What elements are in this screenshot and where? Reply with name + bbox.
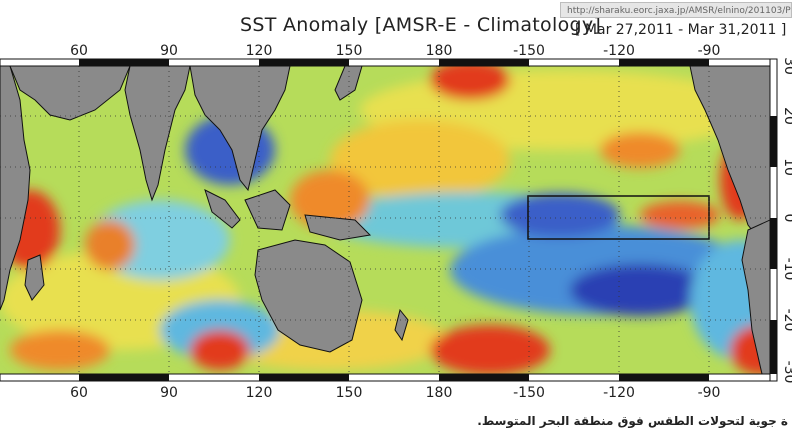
lon-label-bottom: 150: [336, 385, 363, 401]
landmasses: [0, 66, 770, 374]
lon-label-bottom: -120: [603, 385, 635, 401]
land-arabia: [9, 66, 131, 121]
map-frame: [0, 58, 778, 382]
lon-label-bottom: 120: [246, 385, 273, 401]
land-new-guinea: [304, 214, 372, 241]
lon-label-bottom: 90: [160, 385, 178, 401]
land-japan: [334, 66, 363, 101]
lon-label-top: 180: [426, 43, 453, 59]
land-sumatra: [204, 189, 241, 229]
lon-label-bottom: -150: [513, 385, 545, 401]
lon-label-top: -120: [603, 43, 635, 59]
graticule: [0, 66, 770, 374]
latitude-labels: 30 20 10 0 -10 -20 -30: [781, 57, 792, 383]
land-australia: [254, 239, 363, 353]
lon-label-top: 120: [246, 43, 273, 59]
lat-label: -30: [781, 361, 792, 384]
lon-label-top: 60: [70, 43, 88, 59]
lat-label: 20: [781, 107, 792, 125]
lon-label-top: -90: [698, 43, 721, 59]
lat-label: 30: [781, 57, 792, 75]
land-new-zealand: [394, 308, 409, 342]
land-madagascar: [24, 254, 45, 301]
longitude-labels-bottom: 60 90 120 150 180 -150 -120 -90: [70, 385, 720, 401]
lat-label: 0: [781, 214, 792, 223]
lon-label-bottom: 180: [426, 385, 453, 401]
longitude-labels-top: 60 90 120 150 180 -150 -120 -90: [70, 43, 720, 59]
map-panel: [0, 66, 770, 374]
arabic-caption: ة جوية لتحولات الطقس فوق منطقة البحر الم…: [477, 414, 788, 428]
anomaly-field: [0, 66, 770, 374]
lon-label-top: -150: [513, 43, 545, 59]
source-url: http://sharaku.eorc.jaxa.jp/AMSR/elnino/…: [560, 2, 792, 18]
land-south-america: [741, 219, 770, 374]
land-india: [124, 66, 191, 202]
land-central-america: [689, 66, 770, 241]
map-title: SST Anomaly [AMSR-E - Climatology]: [240, 14, 602, 36]
lat-label: 10: [781, 158, 792, 176]
land-borneo: [244, 189, 291, 231]
lat-label: -20: [781, 309, 792, 332]
nino-region-box: [527, 195, 710, 240]
lon-label-bottom: -90: [698, 385, 721, 401]
lon-label-top: 90: [160, 43, 178, 59]
lat-label: -10: [781, 258, 792, 281]
lon-label-top: 150: [336, 43, 363, 59]
lon-label-bottom: 60: [70, 385, 88, 401]
date-range: [ Mar 27,2011 - Mar 31,2011 ]: [575, 22, 787, 38]
land-africa: [0, 66, 31, 311]
land-asia: [189, 66, 291, 192]
